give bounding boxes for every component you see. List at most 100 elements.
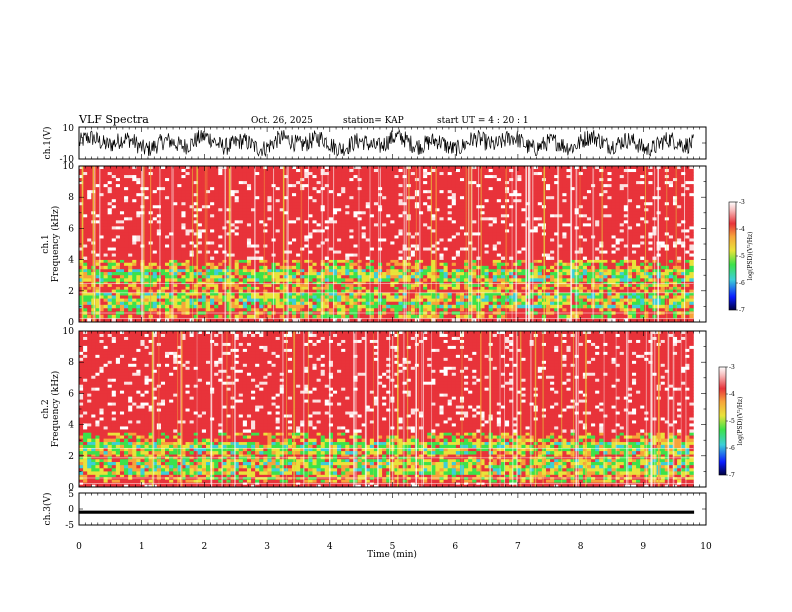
spectrogram-cell: [99, 281, 104, 285]
spectrogram-cell: [177, 205, 182, 209]
spectrogram-cell: [664, 284, 670, 288]
spectrogram-cell: [165, 295, 170, 299]
spectrogram-cell: [230, 217, 235, 221]
spectrogram-cell: [308, 307, 313, 312]
spectrogram-cell: [431, 259, 436, 264]
spectrogram-cell: [169, 295, 174, 299]
spectrogram-cell: [193, 289, 199, 293]
spectrogram-cell: [316, 187, 321, 191]
spectrogram-cell: [128, 250, 133, 254]
spectrogram-cell: [287, 298, 293, 303]
spectrogram-cell: [455, 301, 461, 306]
spectrogram-cell: [459, 265, 465, 270]
spectrogram-cell: [341, 281, 346, 285]
spectrogram-cell: [517, 259, 522, 264]
spectrogram-cell: [95, 281, 100, 285]
spectrogram-cell: [435, 289, 440, 293]
spectrogram-cell: [132, 292, 137, 296]
spectrogram-cell: [419, 292, 424, 296]
spectrogram-cell: [312, 292, 317, 296]
spectrogram-cell: [316, 199, 321, 203]
spectrogram-cell: [672, 275, 678, 279]
spectrogram-cell: [320, 220, 326, 224]
spectrogram-cell: [312, 166, 317, 170]
spectrogram-cell: [259, 259, 264, 264]
spectrogram-cell: [316, 211, 321, 215]
spectrogram-cell: [488, 278, 494, 282]
spectrogram-cell: [115, 298, 121, 303]
spectrogram-cell: [382, 281, 387, 285]
spectrogram-cell: [324, 301, 330, 306]
spectrogram-cell: [439, 265, 444, 270]
spectrogram-cell: [668, 259, 674, 264]
spectrogram-cell: [431, 295, 436, 299]
spectrogram-cell: [304, 265, 309, 270]
spectrogram-cell: [308, 304, 313, 309]
spectrogram-cell: [287, 229, 293, 233]
spectrogram-cell: [337, 307, 342, 312]
spectrogram-cell: [681, 272, 686, 276]
spectrogram-cell: [480, 278, 485, 282]
spectrogram-cell: [419, 281, 424, 285]
spectrogram-cell: [177, 275, 182, 279]
spectrogram-cell: [124, 229, 129, 233]
spectrogram-cell: [255, 262, 260, 267]
spectrogram-cell: [115, 256, 121, 260]
spectrogram-cell: [214, 232, 219, 236]
spectrogram-cell: [468, 307, 473, 312]
spectrogram-cell: [144, 284, 149, 288]
spectrogram-cell: [95, 304, 100, 309]
spectrogram-cell: [193, 298, 199, 303]
spectrogram-cell: [201, 304, 207, 309]
spectrogram-cell: [169, 307, 174, 312]
spectrogram-cell: [181, 278, 186, 282]
spectrogram-cell: [292, 232, 297, 236]
spectrogram-cell: [189, 295, 194, 299]
spectrogram-cell: [332, 304, 338, 309]
spectrogram-cell: [230, 214, 235, 218]
spectrogram-cell: [197, 178, 203, 182]
spectrogram-cell: [193, 307, 199, 312]
spectrogram-cell: [226, 190, 231, 194]
spectrogram-cell: [304, 289, 309, 293]
spectrogram-cell: [332, 250, 338, 254]
spectrogram-cell: [451, 265, 457, 270]
spectrogram-cell: [124, 211, 129, 215]
spectrogram-cell: [521, 281, 526, 285]
spectrogram-cell: [87, 275, 92, 279]
spectrogram-cell: [308, 205, 313, 209]
spectrogram-cell: [443, 304, 448, 309]
spectrogram-cell: [99, 244, 104, 248]
spectrogram-cell: [283, 262, 289, 267]
spectrogram-cell: [509, 284, 514, 288]
spectrogram-cell: [275, 284, 281, 288]
spectrogram-cell: [279, 211, 285, 215]
ch1-waveform-trace: [78, 128, 694, 158]
spectrogram-cell: [197, 205, 203, 209]
spectrogram-cell: [185, 208, 190, 212]
spectrogram-cell: [160, 193, 166, 197]
spectrogram-cell: [599, 286, 604, 290]
spectrogram-cell: [205, 292, 211, 296]
spectrogram-cell: [320, 238, 326, 242]
spectrogram-cell: [201, 217, 207, 221]
spectrogram-cell: [615, 278, 621, 282]
spectrogram-cell: [603, 281, 608, 285]
spectrogram-cell: [173, 286, 178, 290]
spectrogram-cell: [664, 301, 670, 306]
spectrogram-cell: [83, 272, 88, 276]
spectrogram-cell: [197, 307, 203, 312]
spectrogram-cell: [345, 304, 350, 309]
spectrogram-cell: [119, 199, 125, 203]
spectrogram-cell: [619, 284, 625, 288]
spectrogram-cell: [677, 278, 682, 282]
spectrogram-cell: [132, 307, 137, 312]
spectrogram-cell: [292, 190, 297, 194]
spectrogram-cell: [87, 286, 92, 290]
spectrogram-cell: [427, 304, 432, 309]
spectrogram-cell: [316, 223, 321, 227]
spectrogram-cell: [328, 172, 334, 176]
spectrogram-cell: [300, 172, 305, 176]
spectrogram-cell: [99, 226, 104, 230]
spectrogram-cell: [210, 241, 215, 245]
